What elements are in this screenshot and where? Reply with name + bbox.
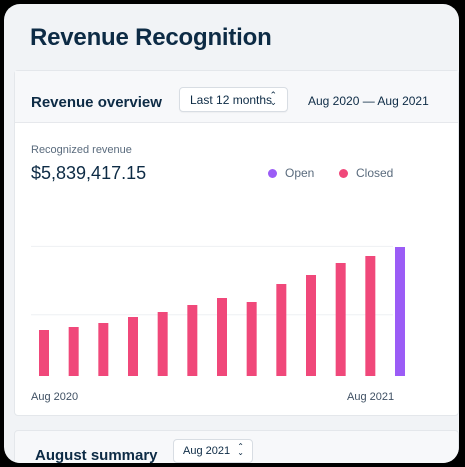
bar-closed-may-2021[interactable] xyxy=(306,275,316,376)
card-title: Revenue overview xyxy=(31,94,162,111)
legend-label-open: Open xyxy=(285,166,315,180)
august-summary-card: August summary Aug 2021 ⌃ ⌄ xyxy=(14,430,459,463)
bar-closed-mar-2021[interactable] xyxy=(246,302,257,376)
chevron-up-down-icon: ⌃ ⌄ xyxy=(237,442,244,457)
bar-closed-oct-2020[interactable] xyxy=(98,323,109,376)
chevron-up-down-icon: ⌃ ⌄ xyxy=(269,90,277,107)
bar-closed-feb-2021[interactable] xyxy=(217,298,227,376)
date-range: Aug 2020 — Aug 2021 xyxy=(308,94,429,108)
month-select[interactable]: Aug 2021 ⌃ ⌄ xyxy=(173,439,253,463)
legend-item-closed: Closed xyxy=(339,166,393,180)
card-header: Revenue overview Last 12 months ⌃ ⌄ Aug 2… xyxy=(15,71,458,123)
bar-closed-dec-2020[interactable] xyxy=(157,312,168,376)
x-axis-end-label: Aug 2021 xyxy=(347,391,395,403)
bar-closed-aug-2020[interactable] xyxy=(39,330,49,376)
metric-value: $5,839,417.15 xyxy=(31,163,147,183)
legend-dot-closed xyxy=(339,168,348,178)
bar-closed-nov-2020[interactable] xyxy=(128,317,138,376)
revenue-overview-card: Revenue overview Last 12 months ⌃ ⌄ Aug 2… xyxy=(14,70,459,416)
bar-open-aug-2021[interactable] xyxy=(395,247,405,376)
month-select-value: Aug 2021 xyxy=(183,445,231,457)
period-select-value: Last 12 months xyxy=(190,92,273,107)
x-axis-start-label: Aug 2020 xyxy=(31,391,79,403)
metric-label: Recognized revenue xyxy=(31,144,132,156)
bar-closed-sep-2020[interactable] xyxy=(68,327,79,376)
legend-label-closed: Closed xyxy=(356,166,394,180)
legend-dot-open xyxy=(268,168,277,178)
page-title: Revenue Recognition xyxy=(30,24,272,51)
bar-closed-jul-2021[interactable] xyxy=(365,256,376,376)
period-select[interactable]: Last 12 months ⌃ ⌄ xyxy=(179,87,288,112)
bar-closed-jun-2021[interactable] xyxy=(335,263,346,376)
revenue-bar-chart xyxy=(31,245,405,376)
app-window: Revenue Recognition Revenue overview Las… xyxy=(4,4,459,463)
summary-title: August summary xyxy=(35,447,158,463)
bar-closed-jan-2021[interactable] xyxy=(187,305,198,376)
bar-closed-apr-2021[interactable] xyxy=(276,284,287,376)
legend-item-open: Open xyxy=(268,166,314,180)
